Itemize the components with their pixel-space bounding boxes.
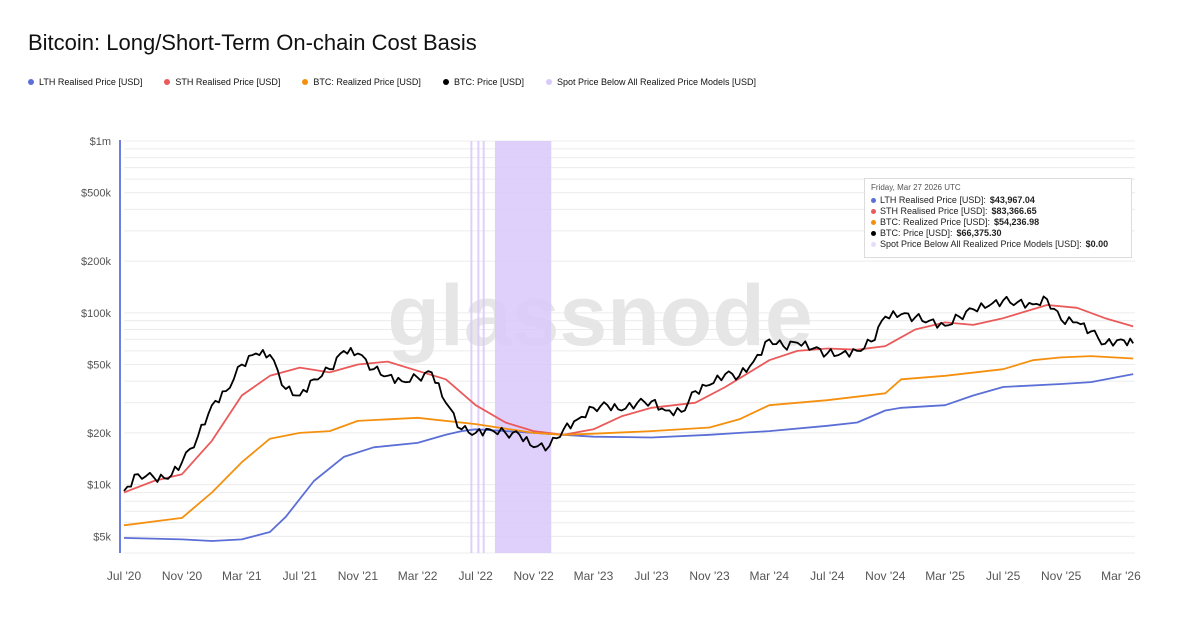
y-tick-label: $100k: [81, 308, 111, 320]
tooltip-row-sth: STH Realised Price [USD]: $83,366.65: [871, 206, 1125, 217]
x-tick-label: Nov '21: [338, 569, 379, 583]
legend-item-realized[interactable]: BTC: Realized Price [USD]: [302, 77, 421, 87]
x-tick-label: Nov '20: [162, 569, 203, 583]
y-tick-label: $5k: [93, 531, 111, 543]
tooltip-row-spot-below: Spot Price Below All Realized Price Mode…: [871, 239, 1125, 250]
y-tick-label: $10k: [87, 480, 111, 492]
tooltip-label: BTC: Realized Price [USD]:: [880, 217, 991, 227]
x-tick-label: Nov '24: [865, 569, 906, 583]
x-tick-label: Mar '24: [749, 569, 789, 583]
tooltip-label: BTC: Price [USD]:: [880, 228, 953, 238]
x-tick-label: Mar '22: [398, 569, 438, 583]
legend-item-sth[interactable]: STH Realised Price [USD]: [164, 77, 280, 87]
tooltip-date: Friday, Mar 27 2026 UTC: [871, 183, 961, 192]
x-tick-label: Jul '22: [458, 569, 493, 583]
tooltip-row-lth: LTH Realised Price [USD]: $43,967.04: [871, 195, 1125, 206]
x-tick-label: Jul '21: [283, 569, 318, 583]
tooltip-label: LTH Realised Price [USD]:: [880, 195, 986, 205]
legend-item-spot-below[interactable]: Spot Price Below All Realized Price Mode…: [545, 77, 757, 87]
legend-label: Spot Price Below All Realized Price Mode…: [556, 77, 757, 87]
x-tick-label: Mar '25: [925, 569, 965, 583]
x-tick-label: Jul '20: [107, 569, 142, 583]
tooltip-label: STH Realised Price [USD]:: [880, 206, 988, 216]
watermark: glassnode: [387, 268, 812, 364]
tooltip-marker-icon: [871, 231, 876, 236]
legend-marker-icon: [164, 79, 171, 85]
shaded-region: [470, 141, 473, 553]
x-tick-label: Jul '25: [986, 569, 1021, 583]
y-tick-label: $200k: [81, 256, 111, 268]
chart-title: Bitcoin: Long/Short-Term On-chain Cost B…: [28, 30, 477, 55]
tooltip-row-price: BTC: Price [USD]: $66,375.30: [871, 228, 1125, 239]
legend-item-lth[interactable]: LTH Realised Price [USD]: [28, 77, 142, 87]
tooltip-marker-icon: [871, 209, 876, 214]
tooltip-row-realized: BTC: Realized Price [USD]: $54,236.98: [871, 217, 1125, 228]
x-tick-label: Jul '23: [634, 569, 669, 583]
series-line-lth[interactable]: [123, 373, 1134, 542]
x-tick-label: Nov '22: [514, 569, 555, 583]
legend-marker-icon: [28, 79, 34, 85]
legend-label: BTC: Price [USD]: [453, 77, 524, 87]
tooltip: Friday, Mar 27 2026 UTC LTH Realised Pri…: [864, 178, 1132, 258]
tooltip-value: $66,375.30: [956, 228, 1002, 238]
legend-label: LTH Realised Price [USD]: [39, 77, 143, 87]
series-line-sth[interactable]: [123, 304, 1134, 494]
x-tick-label: Mar '23: [574, 569, 614, 583]
x-tick-label: Nov '23: [689, 569, 730, 583]
y-tick-label: $500k: [81, 188, 111, 200]
shaded-region: [482, 141, 485, 553]
y-tick-label: $50k: [87, 360, 111, 372]
legend-label: STH Realised Price [USD]: [175, 77, 281, 87]
x-tick-label: Nov '25: [1041, 569, 1082, 583]
legend-marker-icon: [302, 79, 309, 85]
legend-marker-icon: [545, 79, 552, 85]
series-line-realized[interactable]: [123, 355, 1134, 527]
shaded-region: [494, 141, 552, 553]
tooltip-value: $83,366.65: [991, 206, 1037, 216]
tooltip-label: Spot Price Below All Realized Price Mode…: [880, 239, 1082, 249]
tooltip-value: $54,236.98: [994, 217, 1040, 227]
series-line-price[interactable]: [123, 295, 1134, 492]
x-tick-label: Jul '24: [810, 569, 845, 583]
y-tick-label: $1m: [90, 136, 111, 148]
tooltip-value: $0.00: [1085, 239, 1109, 249]
legend-marker-icon: [442, 79, 449, 85]
tooltip-marker-icon: [871, 198, 876, 203]
tooltip-marker-icon: [871, 242, 876, 247]
chart-legend: LTH Realised Price [USD] STH Realised Pr…: [28, 77, 756, 87]
legend-item-price[interactable]: BTC: Price [USD]: [442, 77, 524, 87]
tooltip-marker-icon: [871, 220, 876, 225]
legend-label: BTC: Realized Price [USD]: [313, 77, 421, 87]
x-tick-label: Mar '26: [1101, 569, 1141, 583]
y-tick-label: $20k: [87, 428, 111, 440]
shaded-region: [477, 141, 480, 553]
tooltip-value: $43,967.04: [989, 195, 1035, 205]
x-tick-label: Mar '21: [222, 569, 262, 583]
